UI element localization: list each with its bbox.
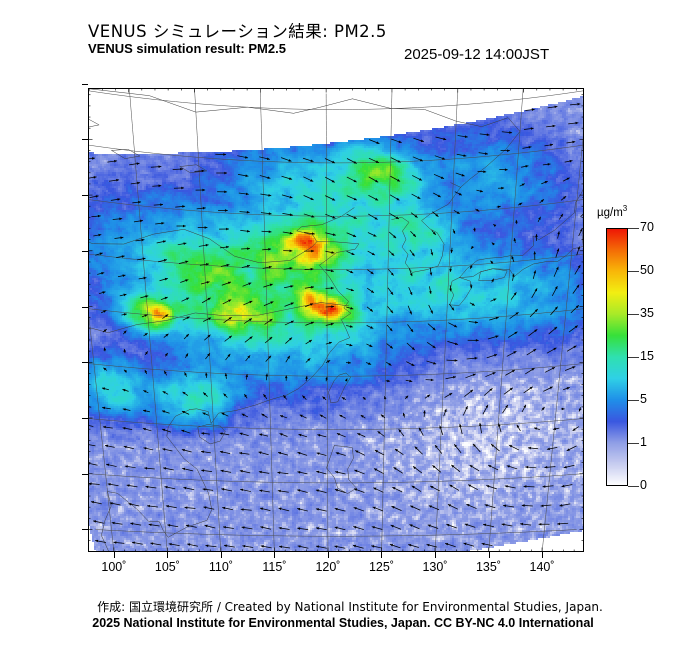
colorbar-unit-exponent: 3	[622, 204, 628, 213]
colorbar-tick-mark-35	[628, 314, 639, 315]
lat-tick-mark-15	[82, 474, 88, 475]
map-plot-area	[88, 88, 584, 552]
lon-tick-mark-120	[328, 552, 329, 558]
lat-tick-mark-30	[82, 307, 88, 308]
lat-tick-mark-25	[82, 362, 88, 363]
colorbar-unit-text: µg/m	[597, 206, 623, 219]
footer-license-text: 2025 National Institute for Environmenta…	[92, 616, 594, 630]
colorbar-tick-5: 5	[640, 392, 647, 406]
colorbar-tick-70: 70	[640, 220, 654, 234]
lon-tick-135: 135˚	[475, 560, 502, 574]
pm25-map-canvas	[88, 88, 584, 552]
colorbar-gradient	[606, 228, 628, 486]
colorbar	[606, 228, 628, 486]
colorbar-tick-15: 15	[640, 349, 654, 363]
lat-tick-mark-40	[82, 195, 88, 196]
lon-tick-110: 110˚	[208, 560, 233, 574]
lat-tick-mark-35	[82, 251, 88, 252]
lat-tick-mark-20	[82, 418, 88, 419]
lat-tick-mark-10	[82, 529, 88, 530]
lon-tick-mark-100	[114, 552, 115, 558]
colorbar-tick-1: 1	[640, 435, 647, 449]
lon-tick-130: 130˚	[422, 560, 448, 574]
footer-credit: 作成: 国立環境研究所 / Created by National Instit…	[97, 600, 603, 614]
colorbar-tick-50: 50	[640, 263, 654, 277]
colorbar-tick-mark-1	[628, 443, 639, 444]
colorbar-tick-mark-0	[628, 486, 639, 487]
lat-tick-mark-45	[82, 139, 88, 140]
lon-tick-115: 115˚	[262, 560, 287, 574]
title-english: VENUS simulation result: PM2.5	[88, 41, 286, 56]
lon-tick-105: 105˚	[154, 560, 180, 574]
lon-tick-125: 125˚	[368, 560, 394, 574]
colorbar-tick-mark-5	[628, 400, 639, 401]
lon-tick-mark-115	[274, 552, 275, 558]
lon-tick-mark-135	[489, 552, 490, 558]
lon-tick-mark-140	[542, 552, 543, 558]
lon-tick-mark-110	[221, 552, 222, 558]
colorbar-tick-mark-15	[628, 357, 639, 358]
lon-tick-mark-125	[381, 552, 382, 558]
lat-tick-mark-50	[82, 84, 88, 85]
footer-license: 2025 National Institute for Environmenta…	[0, 616, 700, 630]
colorbar-tick-mark-50	[628, 271, 639, 272]
lon-tick-100: 100˚	[101, 560, 127, 574]
valid-time-label: 2025-09-12 14:00JST	[404, 46, 550, 63]
colorbar-unit-label: µg/m3	[597, 204, 627, 219]
colorbar-tick-35: 35	[640, 306, 654, 320]
title-japanese: VENUS シミュレーション結果: PM2.5	[88, 22, 387, 41]
colorbar-tick-mark-70	[628, 228, 639, 229]
colorbar-tick-0: 0	[640, 478, 647, 492]
lon-tick-mark-105	[167, 552, 168, 558]
lon-tick-120: 120˚	[315, 560, 341, 574]
lon-tick-mark-130	[435, 552, 436, 558]
lon-tick-140: 140˚	[529, 560, 555, 574]
